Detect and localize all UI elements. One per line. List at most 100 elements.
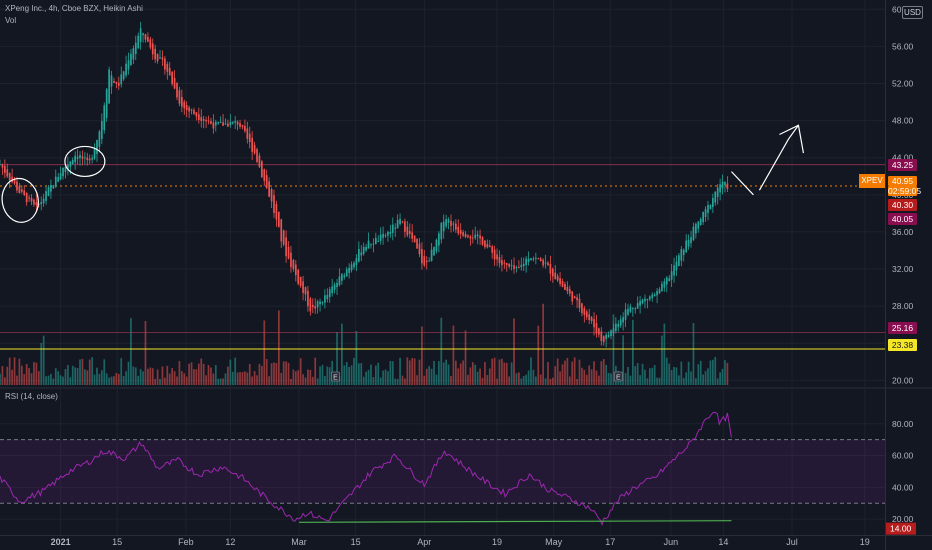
candle-body bbox=[518, 267, 520, 269]
volume-bar bbox=[435, 374, 438, 385]
candle-body bbox=[445, 219, 447, 227]
candle-body bbox=[644, 298, 646, 302]
arrow-head[interactable] bbox=[779, 124, 805, 154]
candle-body bbox=[214, 121, 217, 126]
candle-body bbox=[452, 223, 455, 225]
candle-body bbox=[81, 156, 84, 159]
candle-body bbox=[137, 35, 140, 49]
symbol-legend[interactable]: XPeng Inc., 4h, Cboe BZX, Heikin Ashi bbox=[5, 4, 143, 13]
volume-bar bbox=[224, 373, 227, 385]
candle-body bbox=[374, 237, 377, 245]
candle-body bbox=[481, 237, 484, 245]
volume-bar bbox=[493, 357, 496, 385]
candle-body bbox=[168, 67, 171, 76]
volume-bar bbox=[585, 374, 588, 385]
candle-body bbox=[501, 260, 503, 266]
candle-body bbox=[583, 308, 586, 315]
volume-bar bbox=[624, 372, 627, 385]
candle-body bbox=[122, 71, 125, 80]
currency-label[interactable]: USD bbox=[902, 6, 923, 19]
volume-bar bbox=[316, 378, 319, 385]
volume-bar bbox=[418, 359, 421, 385]
earnings-marker-icon bbox=[331, 371, 340, 382]
volume-bar bbox=[86, 370, 89, 385]
rsi-legend[interactable]: RSI (14, close) bbox=[5, 392, 58, 401]
candle-body bbox=[280, 219, 283, 242]
rsi-path bbox=[0, 411, 732, 526]
candle-body bbox=[336, 282, 338, 288]
volume-bar bbox=[166, 365, 169, 385]
candle-body bbox=[699, 218, 702, 226]
candle-body bbox=[595, 323, 598, 334]
candle-body bbox=[709, 205, 712, 209]
volume-bar bbox=[362, 376, 365, 385]
candle-body bbox=[707, 204, 709, 214]
volume-bar bbox=[474, 364, 477, 385]
volume-bar bbox=[84, 369, 86, 385]
candle-body bbox=[219, 121, 222, 123]
candle-body bbox=[261, 161, 263, 178]
horizontal-levels[interactable] bbox=[0, 164, 885, 350]
candle-body bbox=[297, 269, 300, 284]
volume-bar bbox=[302, 374, 304, 385]
time-tick-label: 14 bbox=[718, 537, 728, 547]
volume-bar bbox=[71, 365, 74, 385]
volume-bar bbox=[447, 364, 450, 385]
candle-body bbox=[178, 90, 181, 104]
volume-bar bbox=[648, 368, 651, 385]
candle-body bbox=[602, 336, 605, 343]
candle-body bbox=[181, 96, 183, 107]
volume-bar bbox=[108, 377, 110, 385]
candle-body bbox=[459, 230, 462, 235]
arrow-up-right-annotation-icon[interactable] bbox=[731, 124, 799, 196]
candle-body bbox=[16, 181, 18, 191]
candle-body bbox=[328, 289, 331, 297]
volume-bar bbox=[100, 370, 103, 385]
candle-body bbox=[50, 185, 52, 192]
time-tick-label: Apr bbox=[417, 537, 431, 547]
candle-body bbox=[687, 239, 690, 247]
candle-body bbox=[418, 243, 421, 255]
volume-bar bbox=[350, 365, 353, 385]
volume-bar bbox=[530, 357, 532, 385]
candle-body bbox=[270, 189, 273, 202]
candle-body bbox=[714, 191, 717, 203]
volume-bar bbox=[253, 371, 256, 385]
volume-bar bbox=[11, 369, 13, 385]
volume-bar bbox=[37, 371, 40, 385]
candle-body bbox=[11, 176, 13, 182]
candle-body bbox=[246, 128, 249, 139]
volume-bar bbox=[673, 366, 675, 385]
volume-bar bbox=[374, 365, 377, 385]
volume-bar bbox=[525, 374, 527, 385]
candle-body bbox=[522, 263, 525, 267]
volume-bar bbox=[33, 362, 35, 385]
volume-bar bbox=[190, 362, 193, 385]
volume-bar bbox=[231, 371, 234, 385]
candle-body bbox=[578, 298, 581, 308]
circle-annotation-icon[interactable] bbox=[64, 145, 106, 178]
volume-legend[interactable]: Vol bbox=[5, 16, 17, 25]
volume-bar bbox=[122, 376, 125, 385]
candle-body bbox=[530, 258, 532, 261]
candle-body bbox=[71, 160, 74, 165]
ticker-label: XPEV bbox=[859, 174, 885, 188]
volume-bar bbox=[164, 377, 166, 385]
candle-body bbox=[18, 185, 21, 193]
candle-body bbox=[576, 297, 578, 301]
candle-body bbox=[42, 198, 45, 204]
candle-body bbox=[636, 303, 639, 309]
volume-bar bbox=[532, 369, 535, 385]
volume-bar bbox=[178, 361, 181, 385]
candle-body bbox=[154, 48, 157, 60]
volume-bar bbox=[234, 357, 237, 385]
volume-bar bbox=[47, 375, 50, 385]
circle-annotation-icon[interactable] bbox=[0, 176, 42, 226]
candle-body bbox=[488, 245, 491, 248]
candle-body bbox=[345, 269, 348, 277]
annotations[interactable] bbox=[0, 124, 805, 226]
volume-bar bbox=[377, 362, 380, 385]
price-badge: 40.30 bbox=[888, 199, 917, 211]
